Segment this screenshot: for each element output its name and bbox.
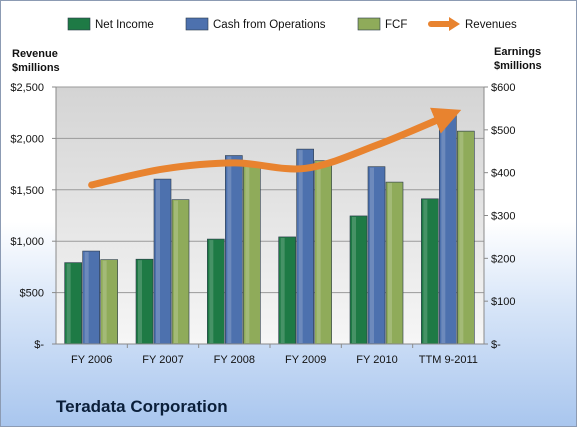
bar-highlight bbox=[280, 237, 285, 343]
bar-highlight bbox=[227, 156, 232, 343]
company-title: Teradata Corporation bbox=[56, 397, 228, 416]
left-tick-label: $500 bbox=[20, 288, 44, 300]
legend-swatch bbox=[357, 17, 381, 31]
x-tick-label: TTM 9-2011 bbox=[419, 354, 478, 366]
revenue-line bbox=[88, 107, 462, 189]
bar-highlight bbox=[209, 240, 214, 343]
right-tick-label: $- bbox=[491, 339, 501, 351]
left-tick-label: $1,000 bbox=[10, 236, 44, 248]
legend-arrow-icon bbox=[449, 17, 460, 31]
bar-highlight bbox=[102, 260, 107, 343]
left-tick-label: $- bbox=[34, 339, 44, 351]
left-tick-label: $2,000 bbox=[10, 133, 44, 145]
legend-label: FCF bbox=[385, 19, 407, 31]
right-axis-title-line1: Earnings bbox=[494, 46, 541, 58]
legend-swatch bbox=[67, 17, 91, 31]
left-tick-label: $1,500 bbox=[10, 185, 44, 197]
x-axis-ticks: FY 2006 FY 2007 FY 2008 FY 2009 FY 2010 TTM 9… bbox=[71, 344, 478, 366]
x-tick-label: FY 2010 bbox=[356, 354, 397, 366]
x-tick-label: FY 2007 bbox=[142, 354, 183, 366]
legend: Net Income Cash from Operations FCF Revenue… bbox=[67, 17, 517, 31]
x-tick-label: FY 2006 bbox=[71, 354, 112, 366]
bar-highlight bbox=[298, 150, 303, 343]
right-tick-label: $600 bbox=[491, 82, 515, 94]
bar-highlight bbox=[66, 263, 71, 343]
legend-swatch bbox=[185, 17, 209, 31]
bar-highlight bbox=[84, 252, 89, 343]
x-tick-label: FY 2009 bbox=[285, 354, 326, 366]
right-tick-label: $200 bbox=[491, 253, 515, 265]
legend-label: Revenues bbox=[465, 19, 517, 31]
left-axis-ticks: $- $500 $1,000 $1,500 $2,000 $2,500 bbox=[10, 82, 56, 351]
legend-label: Cash from Operations bbox=[213, 19, 326, 31]
left-axis-title-line2: $millions bbox=[12, 62, 60, 74]
bars bbox=[64, 113, 475, 345]
bar-highlight bbox=[174, 200, 178, 343]
right-tick-label: $500 bbox=[491, 125, 515, 137]
right-axis-ticks: $- $100 $200 $300 $400 $500 $600 bbox=[484, 82, 515, 351]
right-tick-label: $400 bbox=[491, 168, 515, 180]
grid-lines bbox=[56, 86, 484, 294]
right-tick-label: $300 bbox=[491, 211, 515, 223]
right-axis-title-line2: $millions bbox=[494, 60, 542, 72]
bar-highlight bbox=[245, 165, 250, 343]
bar-highlight bbox=[459, 132, 464, 343]
bar-highlight bbox=[388, 183, 392, 343]
bar-highlight bbox=[316, 161, 321, 343]
bar-highlight bbox=[352, 216, 356, 343]
left-axis-title-line1: Revenue bbox=[12, 48, 58, 60]
right-tick-label: $100 bbox=[491, 296, 515, 308]
left-tick-label: $2,500 bbox=[10, 82, 44, 94]
bar-highlight bbox=[441, 114, 446, 343]
bar-highlight bbox=[423, 199, 428, 343]
legend-label: Net Income bbox=[95, 19, 154, 31]
revenue-line-layer bbox=[88, 107, 462, 189]
bar-highlight bbox=[138, 260, 142, 343]
bar-highlight bbox=[370, 167, 374, 343]
bar-highlight bbox=[156, 180, 160, 343]
x-tick-label: FY 2008 bbox=[214, 354, 255, 366]
